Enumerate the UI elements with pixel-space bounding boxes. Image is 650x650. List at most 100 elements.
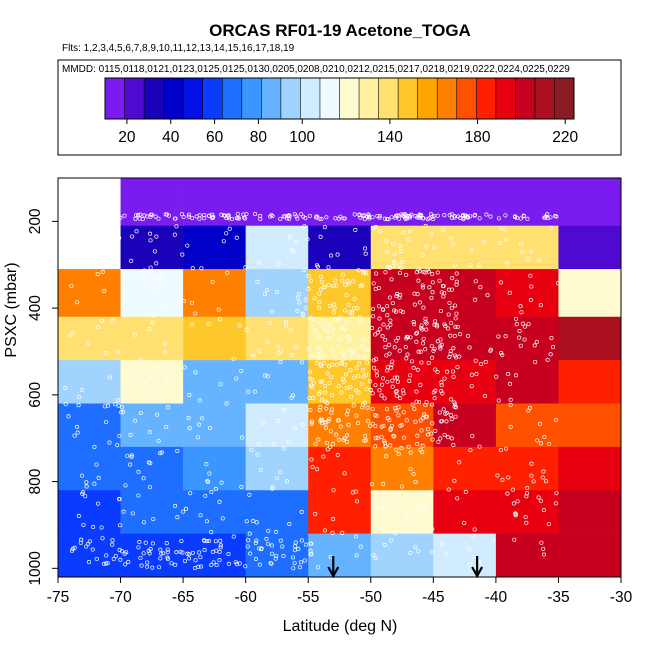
sample-marker bbox=[442, 432, 447, 438]
sample-marker bbox=[105, 560, 110, 566]
sample-marker bbox=[151, 313, 156, 318]
sample-marker bbox=[354, 499, 360, 504]
sample-marker bbox=[165, 550, 170, 555]
sample-marker bbox=[126, 559, 131, 565]
sample-marker bbox=[352, 212, 357, 217]
sample-marker bbox=[69, 238, 74, 244]
sample-marker bbox=[461, 213, 466, 218]
sample-marker bbox=[349, 394, 354, 399]
sample-marker bbox=[363, 251, 368, 256]
heatmap-cell bbox=[558, 316, 622, 361]
colorbar-swatch bbox=[554, 78, 575, 119]
sample-marker bbox=[452, 478, 457, 483]
sample-marker bbox=[462, 520, 467, 526]
sample-marker bbox=[391, 433, 396, 438]
sample-marker bbox=[356, 354, 361, 359]
sample-marker bbox=[394, 294, 399, 299]
heatmap-cell bbox=[558, 403, 622, 448]
sample-marker bbox=[346, 302, 351, 307]
sample-marker bbox=[371, 358, 376, 363]
colorbar-tick-label: 20 bbox=[118, 129, 136, 146]
sample-marker bbox=[419, 360, 424, 365]
sample-marker bbox=[313, 327, 318, 333]
sample-marker bbox=[97, 213, 102, 218]
sample-marker bbox=[299, 212, 304, 217]
sample-marker bbox=[420, 252, 425, 257]
sample-marker bbox=[334, 283, 339, 288]
sample-marker bbox=[116, 212, 121, 217]
heatmap-cell bbox=[120, 316, 184, 361]
sample-marker bbox=[181, 509, 186, 514]
sample-marker bbox=[104, 553, 109, 558]
sample-marker bbox=[219, 480, 224, 485]
sample-marker bbox=[341, 272, 346, 277]
heatmap-cell bbox=[58, 316, 121, 361]
x-tick-label: -70 bbox=[109, 589, 132, 606]
sample-marker bbox=[391, 264, 396, 269]
sample-marker bbox=[373, 224, 379, 230]
sample-marker bbox=[452, 263, 458, 268]
sample-marker bbox=[438, 308, 443, 314]
sample-marker bbox=[343, 326, 348, 331]
sample-marker bbox=[175, 515, 180, 520]
sample-marker bbox=[421, 336, 426, 341]
sample-marker bbox=[478, 285, 483, 290]
sample-marker bbox=[148, 375, 153, 380]
sample-marker bbox=[318, 234, 323, 239]
sample-marker bbox=[281, 214, 286, 219]
sample-marker bbox=[285, 213, 290, 219]
sample-marker bbox=[506, 475, 511, 480]
sample-marker bbox=[227, 226, 232, 231]
colorbar-swatch bbox=[144, 78, 165, 119]
sample-marker bbox=[330, 441, 336, 446]
sample-marker bbox=[98, 232, 103, 237]
sample-marker bbox=[91, 524, 96, 530]
sample-marker bbox=[315, 264, 320, 269]
colorbar-swatch bbox=[280, 78, 301, 119]
sample-marker bbox=[343, 282, 348, 287]
sample-marker bbox=[525, 485, 530, 491]
sample-marker bbox=[300, 360, 305, 365]
sample-marker bbox=[204, 519, 209, 524]
sample-marker bbox=[408, 550, 413, 555]
sample-marker bbox=[352, 306, 357, 311]
sample-marker bbox=[417, 269, 422, 274]
sample-marker bbox=[435, 324, 440, 329]
sample-marker bbox=[387, 342, 392, 347]
sample-marker bbox=[145, 564, 150, 569]
sample-marker bbox=[330, 530, 335, 535]
colorbar-tick-label: 220 bbox=[552, 129, 578, 146]
sample-marker bbox=[412, 322, 417, 327]
heatmap-cell bbox=[370, 446, 434, 491]
sample-marker bbox=[496, 216, 501, 221]
sample-marker bbox=[388, 427, 393, 432]
sample-marker bbox=[408, 450, 413, 455]
sample-marker bbox=[457, 460, 462, 465]
x-tick-label: -60 bbox=[234, 589, 257, 606]
sample-marker bbox=[545, 216, 550, 221]
sample-marker bbox=[77, 395, 82, 400]
sample-marker bbox=[494, 374, 499, 379]
sample-marker bbox=[68, 246, 73, 251]
sample-marker bbox=[290, 555, 295, 560]
sample-marker bbox=[392, 375, 397, 380]
sample-marker bbox=[273, 556, 278, 561]
sample-marker bbox=[430, 271, 435, 277]
sample-marker bbox=[142, 213, 147, 218]
sample-marker bbox=[209, 562, 214, 567]
sample-marker bbox=[345, 335, 350, 340]
heatmap-cell bbox=[120, 360, 184, 404]
sample-marker bbox=[380, 382, 385, 387]
sample-marker bbox=[369, 326, 375, 331]
sample-marker bbox=[235, 211, 240, 217]
sample-marker bbox=[327, 303, 332, 308]
sample-marker bbox=[439, 419, 445, 424]
sample-marker bbox=[534, 339, 539, 345]
sample-marker bbox=[218, 382, 223, 387]
sample-marker bbox=[270, 309, 275, 314]
sample-marker bbox=[147, 430, 152, 435]
sample-marker bbox=[107, 375, 112, 380]
sample-marker bbox=[419, 325, 424, 331]
sample-marker bbox=[341, 379, 347, 384]
sample-marker bbox=[383, 337, 388, 342]
